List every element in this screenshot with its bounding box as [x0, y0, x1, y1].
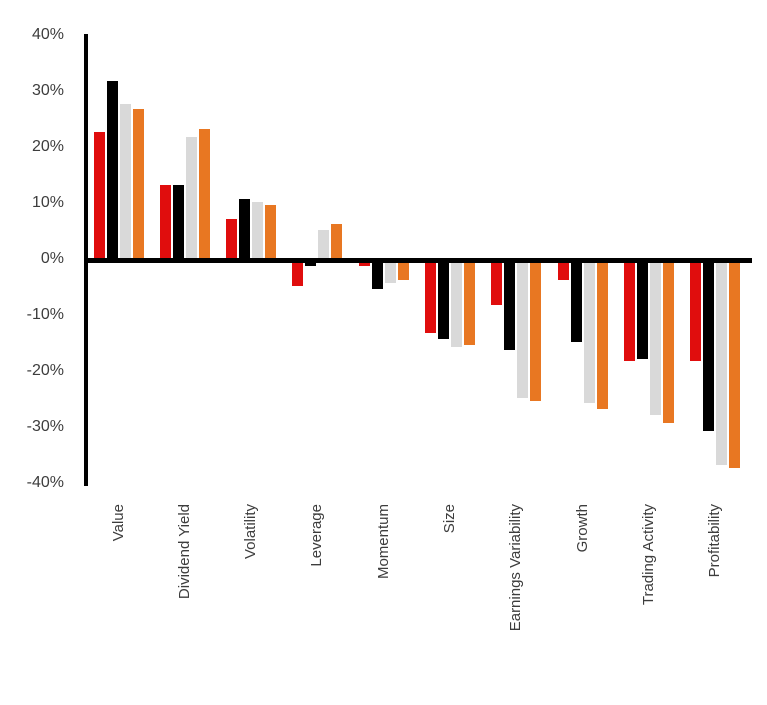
x-category-label: Momentum [374, 504, 392, 580]
bar-series-4-orange [331, 224, 343, 261]
bar-series-4-orange [397, 260, 409, 281]
bar-series-1-red [623, 260, 635, 362]
bar-series-3-gray [119, 103, 131, 261]
bar-series-2-black [703, 260, 715, 432]
bar-series-3-gray [451, 260, 462, 348]
x-category-label: Growth [573, 504, 591, 553]
y-tick-label: -30% [26, 417, 64, 435]
bar-series-2-black [305, 260, 317, 267]
bar-series-4-orange [132, 109, 144, 261]
bar-series-3-gray [649, 260, 661, 415]
bar-series-2-black [504, 260, 516, 351]
bar-series-1-red [491, 260, 503, 306]
x-category-label: Dividend Yield [175, 504, 193, 600]
bar-series-4-orange [265, 204, 277, 261]
x-category-label: Volatility [242, 504, 260, 560]
x-category-label: Earnings Variability [507, 504, 525, 632]
bar-series-3-gray [517, 260, 529, 398]
x-category-label: Size [441, 504, 458, 534]
bar-series-4-orange [729, 260, 741, 468]
bar-series-3-gray [185, 137, 197, 261]
bar-series-3-gray [252, 201, 264, 261]
bar-series-1-red [93, 131, 105, 261]
bar-series-3-gray [583, 260, 595, 404]
zero-baseline [84, 258, 752, 263]
bar-series-2-black [570, 260, 582, 342]
bar-series-2-black [438, 260, 449, 339]
bar-series-3-gray [318, 229, 330, 261]
bar-series-1-red [557, 260, 569, 281]
bar-series-4-orange [662, 260, 674, 423]
x-category-label: Trading Activity [639, 504, 657, 606]
bar-series-1-red [292, 260, 304, 286]
x-category-label: Value [109, 504, 127, 542]
bar-series-2-black [106, 81, 118, 261]
bar-series-1-red [226, 218, 238, 261]
y-tick-label: -20% [26, 361, 64, 379]
bar-series-2-black [636, 260, 648, 359]
bar-series-1-red [425, 260, 436, 334]
bar-series-1-red [358, 260, 370, 267]
bar-series-3-gray [384, 260, 396, 283]
bar-series-4-orange [198, 128, 210, 261]
y-tick-label: 30% [31, 81, 64, 99]
bar-series-2-black [172, 184, 184, 261]
bar-series-1-red [690, 260, 702, 362]
bar-series-3-gray [716, 260, 728, 465]
bar-series-1-red [159, 184, 171, 261]
x-category-label: Profitability [706, 504, 724, 578]
y-tick-label: 10% [31, 193, 64, 211]
bar-series-4-orange [596, 260, 608, 409]
bar-series-2-black [239, 198, 251, 261]
x-category-label: Leverage [308, 504, 326, 567]
y-tick-label: -10% [26, 305, 64, 323]
y-tick-label: 40% [31, 25, 64, 43]
bar-series-4-orange [530, 260, 542, 401]
bar-series-2-black [371, 260, 383, 289]
y-tick-label: 0% [40, 249, 64, 267]
y-tick-label: 20% [31, 137, 64, 155]
bar-series-4-orange [464, 260, 475, 345]
y-tick-label: -40% [26, 473, 64, 491]
